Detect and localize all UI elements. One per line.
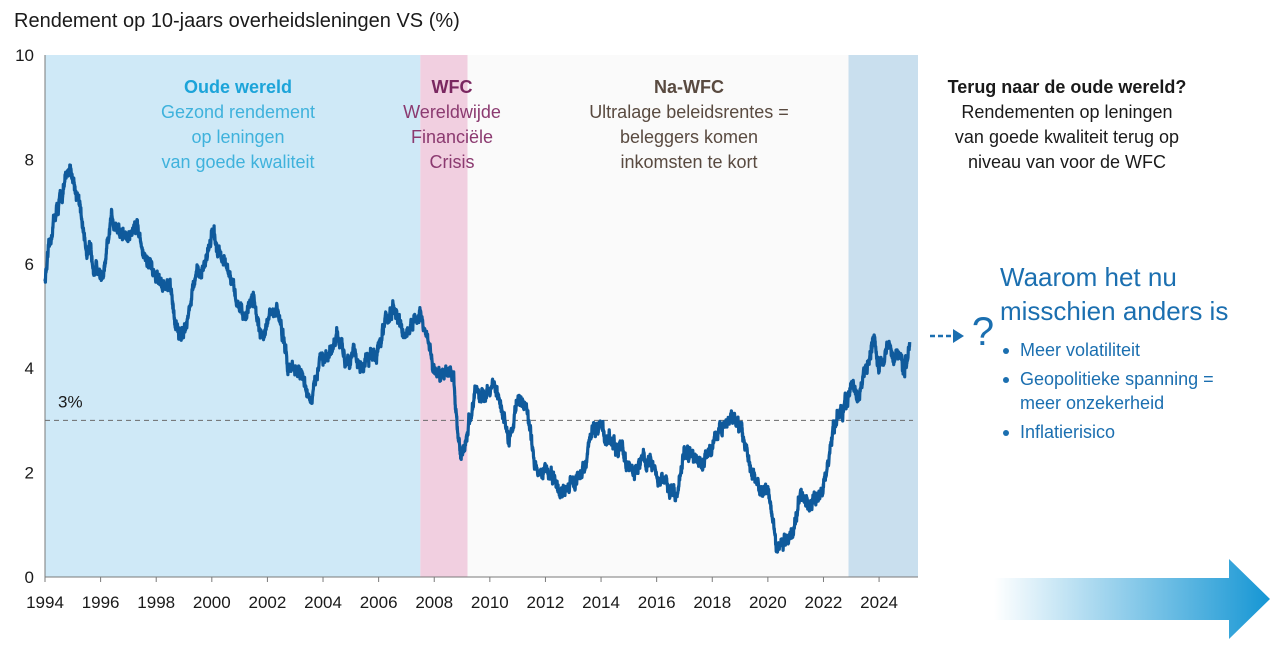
x-tick-label: 2024 xyxy=(860,593,898,612)
annotation-post-gfc: Na-WFC Ultralage beleidsrentes = beleggers… xyxy=(589,77,789,172)
region-na-wfc xyxy=(467,55,849,577)
annotation-gfc-title: WFC xyxy=(432,77,473,97)
x-tick-label: 1994 xyxy=(26,593,64,612)
region-oude-wereld xyxy=(45,55,421,577)
annotation-old-world-line: op leningen xyxy=(191,127,284,147)
annotations: Oude wereld Gezond rendement op leningen va… xyxy=(161,77,1186,172)
sidebar-bullet: Geopolitieke spanning = meer onzekerheid xyxy=(1020,369,1214,413)
bullet-dot xyxy=(1003,430,1009,436)
x-tick-label: 2014 xyxy=(582,593,620,612)
axes: 0 2 4 6 8 10 1994 1996 1998 2000 2002 2004 2006 2008 2… xyxy=(15,46,918,612)
period-regions xyxy=(45,55,918,577)
x-tick-label: 2020 xyxy=(749,593,787,612)
x-tick-label: 2022 xyxy=(805,593,843,612)
annotation-old-world-title: Oude wereld xyxy=(184,77,292,97)
arrow-right-icon xyxy=(953,329,964,343)
x-tick-label: 1998 xyxy=(137,593,175,612)
annotation-old-world-line: Gezond rendement xyxy=(161,102,315,122)
sidebar-heading: Waarom het nu xyxy=(1000,262,1177,292)
y-tick-label: 6 xyxy=(25,255,34,274)
x-tick-label: 2012 xyxy=(527,593,565,612)
annotation-back-to-old-world-line: Rendementen op leningen xyxy=(961,102,1172,122)
annotation-gfc-line: Wereldwijde xyxy=(403,102,501,122)
x-tick-label: 1996 xyxy=(82,593,120,612)
annotation-old-world-line: van goede kwaliteit xyxy=(161,152,314,172)
chart-title: Rendement op 10-jaars overheidsleningen … xyxy=(14,10,460,32)
sidebar-bullet: Inflatierisico xyxy=(1020,422,1115,442)
y-tick-label: 4 xyxy=(25,359,34,378)
sidebar: ?Waarom het nu misschien anders is Meer vo… xyxy=(930,262,1270,639)
annotation-gfc-line: Financiële xyxy=(411,127,493,147)
annotation-back-to-old-world-line: niveau van voor de WFC xyxy=(968,152,1166,172)
annotation-post-gfc-line: beleggers komen xyxy=(620,127,758,147)
sidebar-heading: misschien anders is xyxy=(1000,296,1228,326)
x-tick-label: 2006 xyxy=(360,593,398,612)
annotation-back-to-old-world: Terug naar de oude wereld? Rendementen op… xyxy=(948,77,1187,172)
x-tick-label: 2004 xyxy=(304,593,342,612)
annotation-post-gfc-title: Na-WFC xyxy=(654,77,724,97)
bullet-dot xyxy=(1003,348,1009,354)
yield-series-line xyxy=(43,163,912,554)
annotation-back-to-old-world-line: van goede kwaliteit terug op xyxy=(955,127,1179,147)
y-tick-label: 8 xyxy=(25,150,34,169)
region-wfc xyxy=(420,55,468,577)
x-tick-label: 2002 xyxy=(249,593,287,612)
region-terug-naar-de-oude-wereld xyxy=(848,55,918,577)
x-tick-label: 2008 xyxy=(415,593,453,612)
x-tick-label: 2016 xyxy=(638,593,676,612)
x-tick-label: 2000 xyxy=(193,593,231,612)
reference-line-label: 3% xyxy=(58,392,83,411)
y-tick-label: 10 xyxy=(15,46,34,65)
annotation-post-gfc-line: Ultralage beleidsrentes = xyxy=(589,102,789,122)
x-tick-label: 2010 xyxy=(471,593,509,612)
annotation-post-gfc-line: inkomsten te kort xyxy=(620,152,757,172)
x-tick-label: 2018 xyxy=(693,593,731,612)
y-tick-label: 2 xyxy=(25,464,34,483)
sidebar-bullet: Meer volatiliteit xyxy=(1020,340,1140,360)
annotation-back-to-old-world-title: Terug naar de oude wereld? xyxy=(948,77,1187,97)
reference-line-group: 3% xyxy=(45,392,913,421)
bullet-dot xyxy=(1003,377,1009,383)
annotation-gfc: WFC Wereldwijde Financiële Crisis xyxy=(403,77,501,172)
y-tick-label: 0 xyxy=(25,568,34,587)
question-mark-icon: ? xyxy=(972,310,994,354)
big-arrow-right-icon xyxy=(994,559,1270,639)
annotation-gfc-line: Crisis xyxy=(430,152,475,172)
annotation-old-world: Oude wereld Gezond rendement op leningen va… xyxy=(161,77,315,172)
series-layer xyxy=(43,163,912,554)
